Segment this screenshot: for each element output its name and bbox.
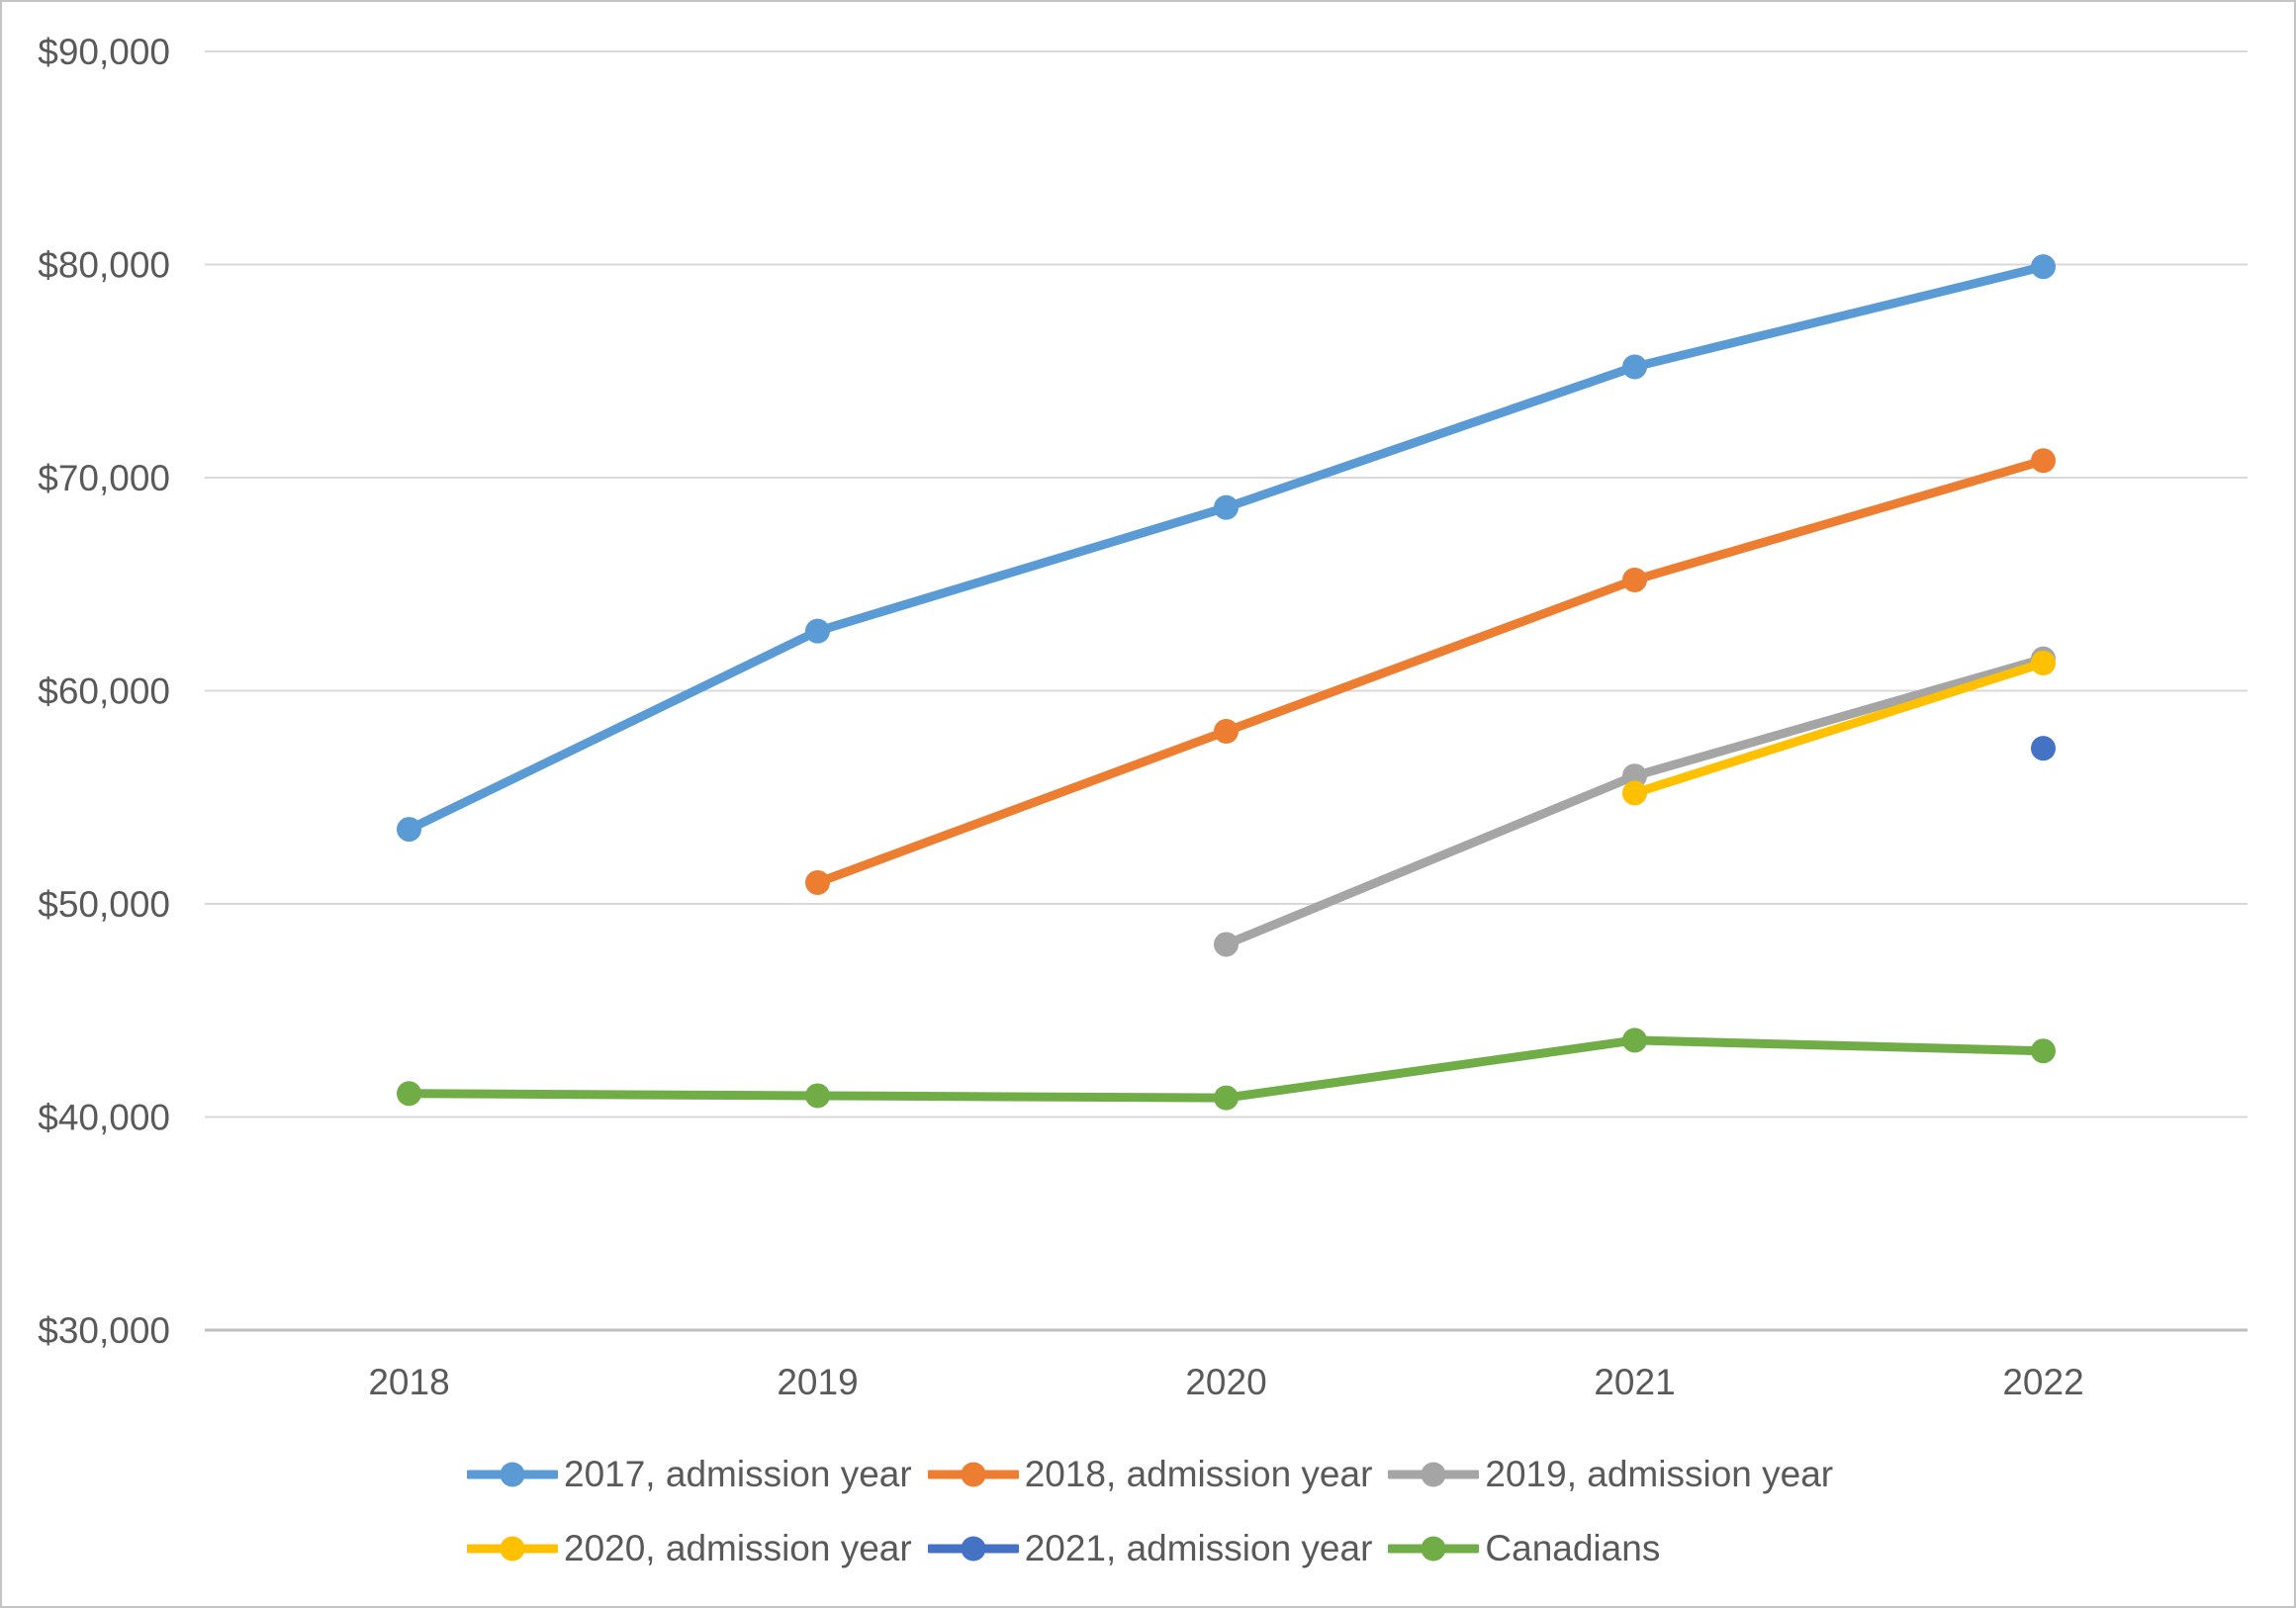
marker-canadians-2018 [397, 1081, 421, 1107]
y-tick-label-90000: $90,000 [38, 32, 170, 72]
legend-dot [1421, 1536, 1446, 1562]
x-tick-label-2020: 2020 [1185, 1362, 1266, 1402]
legend-line-marker-icon [464, 1535, 561, 1563]
legend-label: 2018, admission year [1024, 1454, 1373, 1494]
marker-2021-admission-year-2022 [2031, 736, 2056, 761]
x-tick-label-2021: 2021 [1594, 1362, 1675, 1402]
series-line-2020-admission-year [1630, 658, 2048, 798]
legend-dot [961, 1536, 986, 1562]
legend-line-marker-icon [925, 1461, 1022, 1488]
legend-dot [1421, 1462, 1446, 1487]
legend-item-2019-admission-year: 2019, admission year [1385, 1448, 1834, 1501]
legend-item-canadians: Canadians [1385, 1522, 1661, 1575]
marker-canadians-2021 [1622, 1027, 1647, 1053]
marker-2018-admission-year-2022 [2031, 448, 2056, 474]
legend-line-marker-icon [1385, 1461, 1482, 1488]
legend-label: 2020, admission year [564, 1528, 912, 1568]
marker-2017-admission-year-2020 [1214, 494, 1239, 520]
y-tick-label-30000: $30,000 [38, 1310, 170, 1351]
marker-2018-admission-year-2019 [805, 869, 830, 895]
legend-row-1: 2017, admission year 2018, admission year… [464, 1448, 1849, 1501]
y-tick-label-80000: $80,000 [38, 245, 170, 286]
marker-2017-admission-year-2022 [2031, 254, 2056, 280]
legend-dot [500, 1462, 525, 1487]
legend-label: Canadians [1485, 1528, 1661, 1568]
marker-2018-admission-year-2020 [1214, 718, 1239, 744]
legend-line-marker-icon [1385, 1535, 1482, 1563]
series-line-2018-admission-year [813, 456, 2048, 887]
legend-row-2: 2020, admission year 2021, admission year… [464, 1522, 1676, 1575]
legend-label: 2021, admission year [1024, 1528, 1373, 1568]
marker-2019-admission-year-2020 [1214, 932, 1239, 957]
marker-2020-admission-year-2021 [1622, 780, 1647, 806]
marker-2019-admission-year-2021 [1622, 763, 1647, 789]
legend-dot [500, 1536, 525, 1562]
legend-dot [961, 1462, 986, 1487]
legend-label: 2017, admission year [564, 1454, 912, 1494]
y-tick-label-70000: $70,000 [38, 458, 170, 498]
marker-2017-admission-year-2021 [1622, 354, 1647, 380]
legend-line-marker-icon [464, 1461, 561, 1488]
legend-item-2021-admission-year: 2021, admission year [925, 1522, 1373, 1575]
legend-item-2017-admission-year: 2017, admission year [464, 1448, 912, 1501]
marker-canadians-2022 [2031, 1038, 2056, 1064]
legend-label: 2019, admission year [1485, 1454, 1834, 1494]
x-tick-label-2018: 2018 [368, 1362, 449, 1402]
marker-2017-admission-year-2018 [397, 817, 421, 843]
marker-2017-admission-year-2019 [805, 618, 830, 644]
legend-item-2020-admission-year: 2020, admission year [464, 1522, 912, 1575]
y-tick-label-60000: $60,000 [38, 671, 170, 712]
marker-canadians-2019 [805, 1083, 830, 1109]
marker-2020-admission-year-2022 [2031, 650, 2056, 675]
x-tick-label-2019: 2019 [777, 1362, 858, 1402]
y-tick-label-50000: $50,000 [38, 884, 170, 925]
legend-item-2018-admission-year: 2018, admission year [925, 1448, 1373, 1501]
legend-line-marker-icon [925, 1535, 1022, 1563]
y-tick-label-40000: $40,000 [38, 1098, 170, 1138]
marker-2018-admission-year-2021 [1622, 567, 1647, 592]
x-tick-label-2022: 2022 [2002, 1362, 2083, 1402]
marker-canadians-2020 [1214, 1085, 1239, 1111]
